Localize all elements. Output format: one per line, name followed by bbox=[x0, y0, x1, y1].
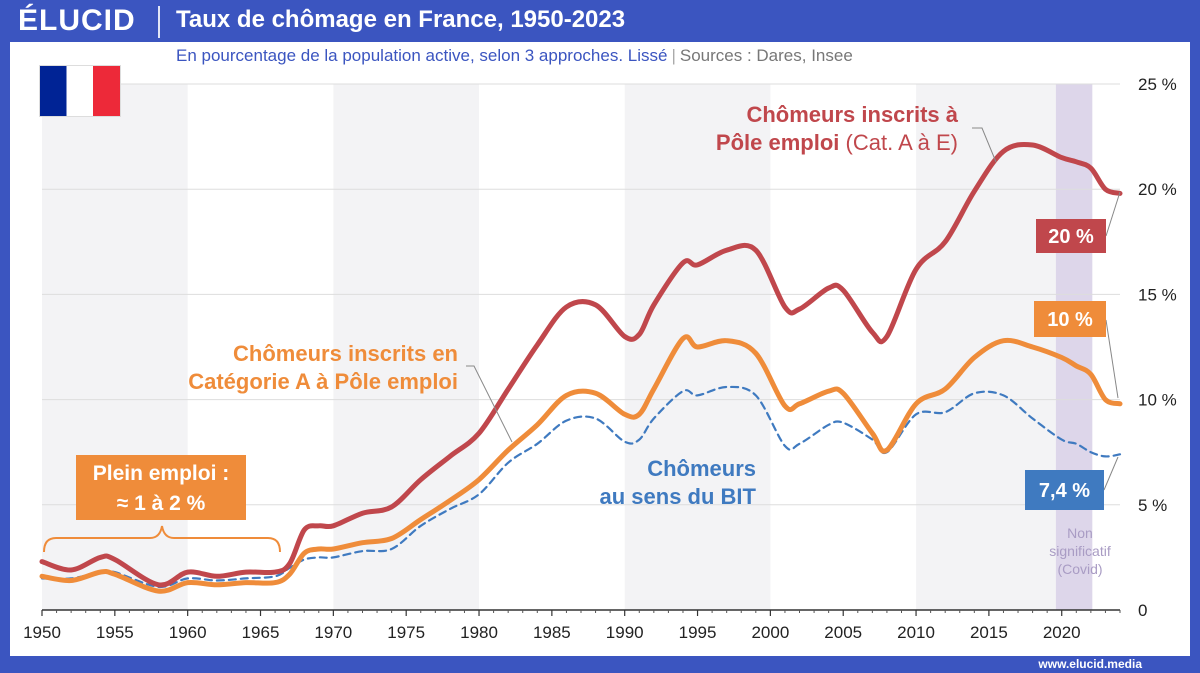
red-series-label-rest: (Cat. A à E) bbox=[839, 130, 958, 155]
decade-stripes bbox=[42, 84, 1062, 610]
badge-red-leader bbox=[1105, 191, 1121, 237]
covid-label-line: Non bbox=[1067, 525, 1093, 541]
badge-blue-label: 7,4 % bbox=[1039, 480, 1090, 502]
badge-blue-box bbox=[1025, 470, 1104, 510]
plein-emploi-line2: ≈ 1 à 2 % bbox=[117, 492, 206, 515]
x-tick-label: 2010 bbox=[897, 623, 935, 642]
covid-label-line: (Covid) bbox=[1057, 561, 1102, 577]
x-tick-label: 2000 bbox=[751, 623, 789, 642]
plein-emploi-line1: Plein emploi : bbox=[93, 462, 230, 485]
annotations: Non significatif (Covid) Chômeurs inscrits … bbox=[43, 102, 1121, 577]
x-tick-label: 1980 bbox=[460, 623, 498, 642]
footer-bar: www.elucid.media bbox=[0, 656, 1200, 673]
covid-band-rect bbox=[1055, 84, 1093, 610]
logo-separator bbox=[158, 6, 160, 38]
header-bar bbox=[0, 0, 1200, 42]
subtitle-main: En pourcentage de la population active, … bbox=[176, 46, 668, 65]
badge-blue-leader bbox=[1103, 456, 1119, 491]
chart-title: Taux de chômage en France, 1950-2023 bbox=[176, 6, 626, 33]
badge-orange-box bbox=[1034, 301, 1106, 337]
series-lines bbox=[39, 141, 1123, 594]
x-tick-label: 2015 bbox=[970, 623, 1008, 642]
x-tick-label: 2020 bbox=[1043, 623, 1081, 642]
y-tick-label: 10 % bbox=[1138, 391, 1177, 410]
x-tick-label: 1990 bbox=[606, 623, 644, 642]
x-tick-label: 1975 bbox=[387, 623, 425, 642]
blue-series-label-line1: Chômeurs bbox=[647, 456, 756, 481]
subtitle-sources: Sources : Dares, Insee bbox=[679, 46, 853, 65]
x-tick-label: 1955 bbox=[96, 623, 134, 642]
plein-emploi-brace bbox=[43, 525, 281, 553]
right-border bbox=[1190, 42, 1200, 656]
blue-series-label-line2: au sens du BIT bbox=[600, 484, 757, 509]
axes: 1950 1955 1960 1965 1970 1975 1980 1985 1990 1995… bbox=[23, 75, 1177, 642]
red-series-label-line1: Chômeurs inscrits à bbox=[746, 102, 958, 127]
x-tick-label: 1985 bbox=[533, 623, 571, 642]
badge-orange-leader bbox=[1105, 319, 1119, 399]
red-series-label-line2: Pôle emploi (Cat. A à E) bbox=[716, 130, 958, 155]
series-line-bit bbox=[40, 385, 1122, 589]
x-tick-label: 2005 bbox=[824, 623, 862, 642]
y-tick-label: 15 % bbox=[1138, 285, 1177, 304]
badge-orange-label: 10 % bbox=[1047, 309, 1093, 331]
stripe-1950 bbox=[42, 84, 188, 610]
chart-subtitle: En pourcentage de la population active, … bbox=[176, 46, 853, 66]
left-border bbox=[0, 42, 10, 656]
red-label-leader bbox=[972, 127, 997, 163]
covid-band bbox=[1055, 84, 1093, 610]
france-flag-icon bbox=[40, 66, 120, 116]
badge-red-label: 20 % bbox=[1048, 226, 1094, 248]
y-tick-label: 25 % bbox=[1138, 75, 1177, 94]
x-tick-label: 1965 bbox=[242, 623, 280, 642]
badge-red-box bbox=[1036, 219, 1106, 253]
stripe-1970 bbox=[333, 84, 480, 610]
red-series-label-bold: Pôle emploi bbox=[716, 130, 839, 155]
covid-label-line: significatif bbox=[1049, 543, 1111, 559]
plein-emploi-box bbox=[76, 455, 246, 520]
x-tick-label: 1995 bbox=[679, 623, 717, 642]
y-tick-label: 0 bbox=[1138, 601, 1147, 620]
subtitle-separator: | bbox=[671, 46, 676, 65]
orange-series-label-line2: Catégorie A à Pôle emploi bbox=[188, 369, 458, 394]
x-tick-label: 1970 bbox=[314, 623, 352, 642]
series-line-pole-emploi-cat-a bbox=[39, 334, 1123, 594]
orange-series-label-line1: Chômeurs inscrits en bbox=[233, 341, 458, 366]
elucid-logo: ÉLUCID bbox=[18, 4, 136, 37]
x-tick-label: 1960 bbox=[169, 623, 207, 642]
footer-url: www.elucid.media bbox=[1038, 657, 1142, 671]
y-tick-label: 5 % bbox=[1138, 496, 1167, 515]
x-tick-label: 1950 bbox=[23, 623, 61, 642]
gridlines bbox=[42, 83, 1120, 506]
orange-label-leader bbox=[466, 365, 513, 443]
series-line-pole-emploi-a-e bbox=[39, 141, 1123, 588]
y-tick-label: 20 % bbox=[1138, 180, 1177, 199]
